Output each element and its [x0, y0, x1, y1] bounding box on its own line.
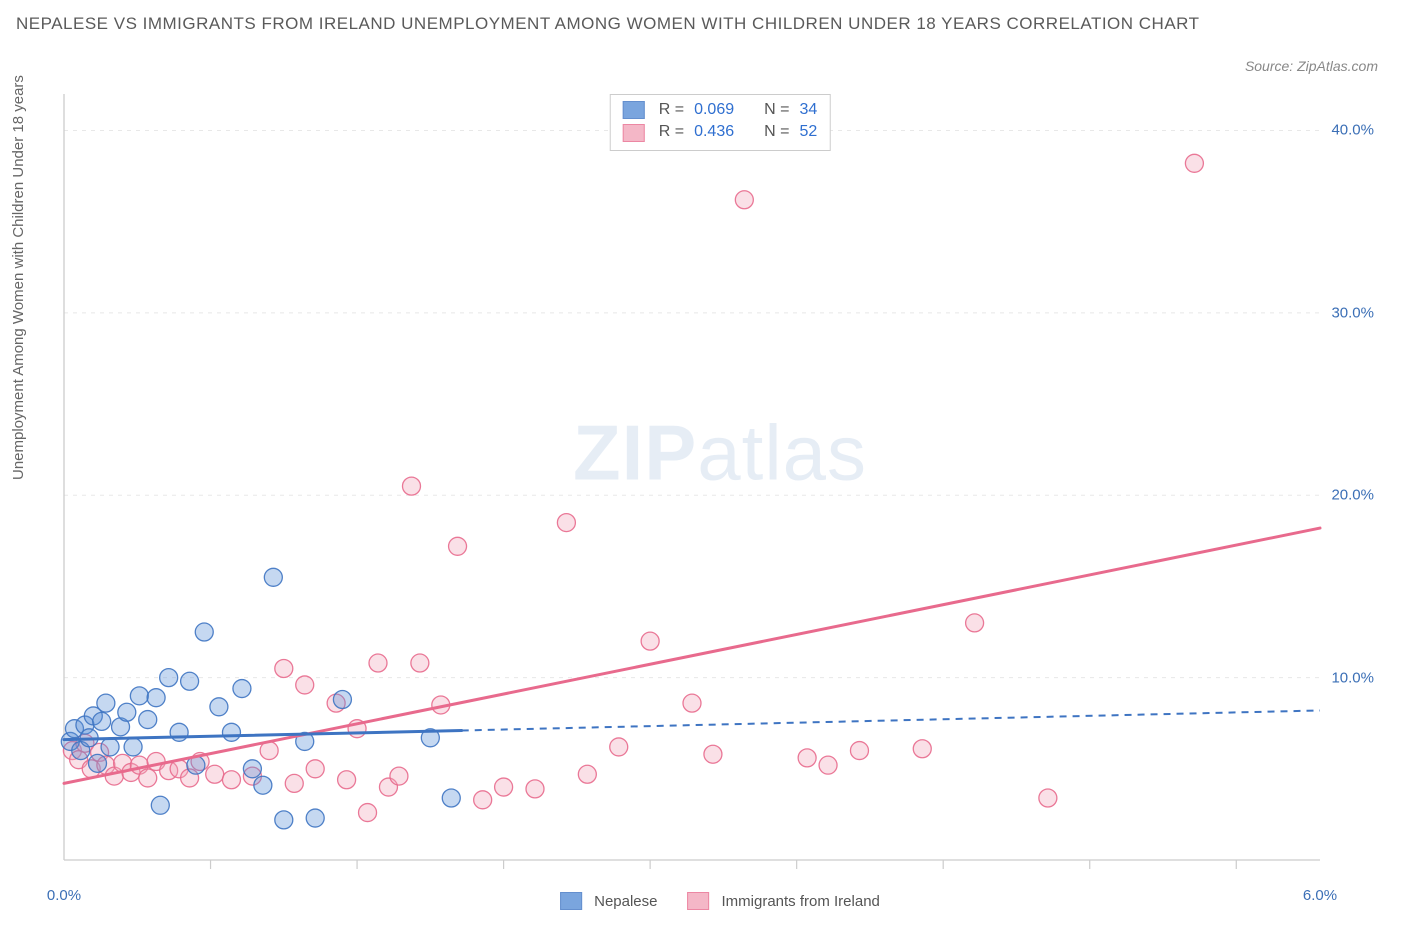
y-tick-label: 30.0%	[1331, 304, 1374, 321]
legend-item-blue: Nepalese	[560, 892, 657, 910]
x-tick-label: 6.0%	[1303, 887, 1337, 904]
legend-item-pink: Immigrants from Ireland	[688, 892, 880, 910]
bottom-legend: Nepalese Immigrants from Ireland	[560, 892, 880, 910]
legend-swatch-blue	[560, 892, 582, 910]
swatch-pink	[623, 124, 645, 142]
y-tick-label: 40.0%	[1331, 122, 1374, 139]
scatter-plot: ZIPatlas R = 0.069 N = 34 R = 0.436 N = …	[60, 90, 1380, 880]
stats-row-blue: R = 0.069 N = 34	[623, 99, 818, 121]
legend-swatch-pink	[688, 892, 710, 910]
chart-title: NEPALESE VS IMMIGRANTS FROM IRELAND UNEM…	[16, 10, 1206, 37]
r-label: R =	[659, 99, 684, 121]
correlation-stats-box: R = 0.069 N = 34 R = 0.436 N = 52	[610, 94, 831, 151]
n-label: N =	[764, 121, 789, 143]
x-tick-label: 0.0%	[47, 887, 81, 904]
n-value-blue: 34	[799, 99, 817, 121]
stats-row-pink: R = 0.436 N = 52	[623, 121, 818, 143]
y-axis-label: Unemployment Among Women with Children U…	[10, 75, 27, 480]
r-label: R =	[659, 121, 684, 143]
source-credit: Source: ZipAtlas.com	[1245, 58, 1378, 74]
r-value-pink: 0.436	[694, 121, 734, 143]
y-tick-label: 10.0%	[1331, 669, 1374, 686]
r-value-blue: 0.069	[694, 99, 734, 121]
n-label: N =	[764, 99, 789, 121]
legend-label-pink: Immigrants from Ireland	[722, 893, 880, 910]
plot-svg	[60, 90, 1380, 880]
y-tick-label: 20.0%	[1331, 487, 1374, 504]
legend-label-blue: Nepalese	[594, 893, 657, 910]
n-value-pink: 52	[799, 121, 817, 143]
swatch-blue	[623, 101, 645, 119]
